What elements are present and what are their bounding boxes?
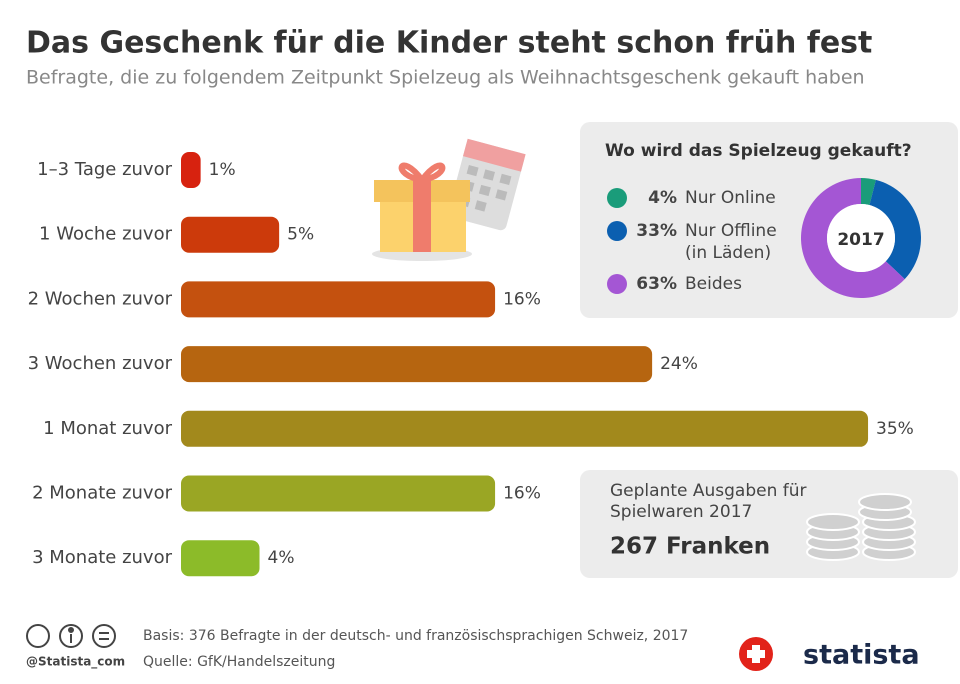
source: Quelle: GfK/Handelszeitung <box>143 654 335 670</box>
value-label: 5% <box>287 225 314 245</box>
flag-icon <box>739 637 773 671</box>
handle: @Statista_com <box>26 655 125 670</box>
category-label: 1–3 Tage zuvor <box>37 159 172 180</box>
bar <box>181 346 653 383</box>
category-label: 3 Wochen zuvor <box>28 353 173 374</box>
category-label: 3 Monate zuvor <box>32 547 173 568</box>
legend-value: 33% <box>636 221 677 241</box>
value-label: 16% <box>503 289 541 309</box>
donut-hole <box>827 204 895 272</box>
value-label: 1% <box>209 160 236 180</box>
gift-icon <box>372 138 526 261</box>
coins-icon <box>806 493 916 561</box>
info-label: Geplante Ausgaben für Spielwaren 2017 <box>610 481 807 522</box>
bar <box>181 410 869 447</box>
bar <box>181 152 201 188</box>
brand: statista <box>803 640 920 671</box>
bar <box>181 216 280 253</box>
legend-label: Beides <box>685 274 742 294</box>
pie-slice <box>869 179 921 280</box>
amount: 267 Franken <box>610 534 770 560</box>
legend-swatch <box>607 221 627 241</box>
legend-value: 4% <box>648 188 677 208</box>
pie-title: Wo wird das Spielzeug gekauft? <box>605 141 912 161</box>
legend-swatch <box>607 274 627 294</box>
legend-label: Nur Offline (in Läden) <box>685 221 777 263</box>
source-basis: Basis: 376 Befragte in der deutsch- und … <box>143 628 688 644</box>
bar <box>181 475 496 512</box>
bar <box>181 281 496 318</box>
category-label: 1 Woche zuvor <box>39 224 173 245</box>
bar <box>181 540 260 577</box>
center-label: 2017 <box>837 230 884 250</box>
legend-value: 63% <box>636 274 677 294</box>
subtitle: Befragte, die zu folgendem Zeitpunkt Spi… <box>26 67 865 89</box>
pie-slice <box>800 178 905 298</box>
value-label: 16% <box>503 484 541 504</box>
value-label: 35% <box>876 419 914 439</box>
license-icons <box>26 624 116 648</box>
value-label: 4% <box>268 548 295 568</box>
category-label: 2 Monate zuvor <box>32 483 173 504</box>
value-label: 24% <box>660 354 698 374</box>
title: Das Geschenk für die Kinder steht schon … <box>26 26 872 61</box>
category-label: 1 Monat zuvor <box>43 418 172 439</box>
legend-swatch <box>607 188 627 208</box>
pie-slice <box>861 178 876 206</box>
legend-label: Nur Online <box>685 188 776 208</box>
category-label: 2 Wochen zuvor <box>28 288 173 309</box>
